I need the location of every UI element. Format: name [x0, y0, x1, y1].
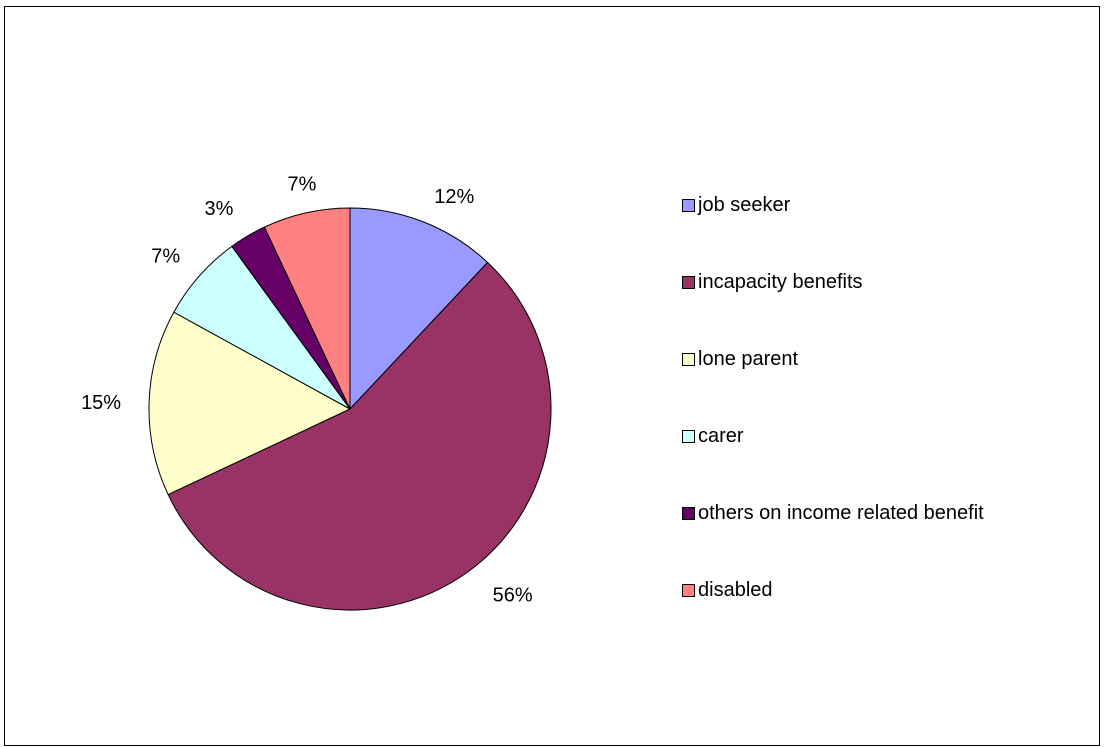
legend-item: disabled	[682, 577, 773, 603]
slice-percent-label: 7%	[288, 174, 317, 196]
legend-swatch	[682, 352, 695, 366]
legend-swatch	[682, 429, 695, 443]
slice-percent-label: 7%	[151, 246, 180, 268]
slice-percent-label: 12%	[434, 186, 474, 208]
legend-swatch	[682, 583, 695, 597]
legend-label: incapacity benefits	[698, 271, 863, 293]
slice-percent-label: 56%	[493, 584, 533, 606]
slice-percent-label: 15%	[81, 392, 121, 414]
legend-item: job seeker	[682, 192, 790, 218]
pie-slice-disabled	[263, 207, 351, 410]
legend-swatch	[682, 506, 695, 520]
legend-item: lone parent	[682, 346, 798, 372]
legend-item: carer	[682, 423, 744, 449]
legend-item: incapacity benefits	[682, 269, 863, 295]
legend-swatch	[682, 275, 695, 289]
legend-label: others on income related benefit	[698, 502, 984, 524]
legend-item: others on income related benefit	[682, 500, 984, 526]
pie-slice-incapacity-benefits	[167, 261, 552, 611]
pie-chart: 12% 56% 15% 7% 3% 7%	[81, 174, 552, 611]
legend-label: disabled	[698, 579, 773, 601]
legend-label: job seeker	[698, 194, 791, 216]
legend-label: lone parent	[698, 348, 799, 370]
pie-slice-lone-parent	[148, 311, 352, 496]
legend-label: carer	[698, 425, 744, 447]
slice-percent-label: 3%	[204, 198, 233, 220]
chart-area: 12% 56% 15% 7% 3% 7% job seeker incapacity ben…	[4, 6, 1100, 746]
legend-swatch	[682, 198, 695, 212]
pie-slice-job-seeker	[349, 207, 489, 411]
